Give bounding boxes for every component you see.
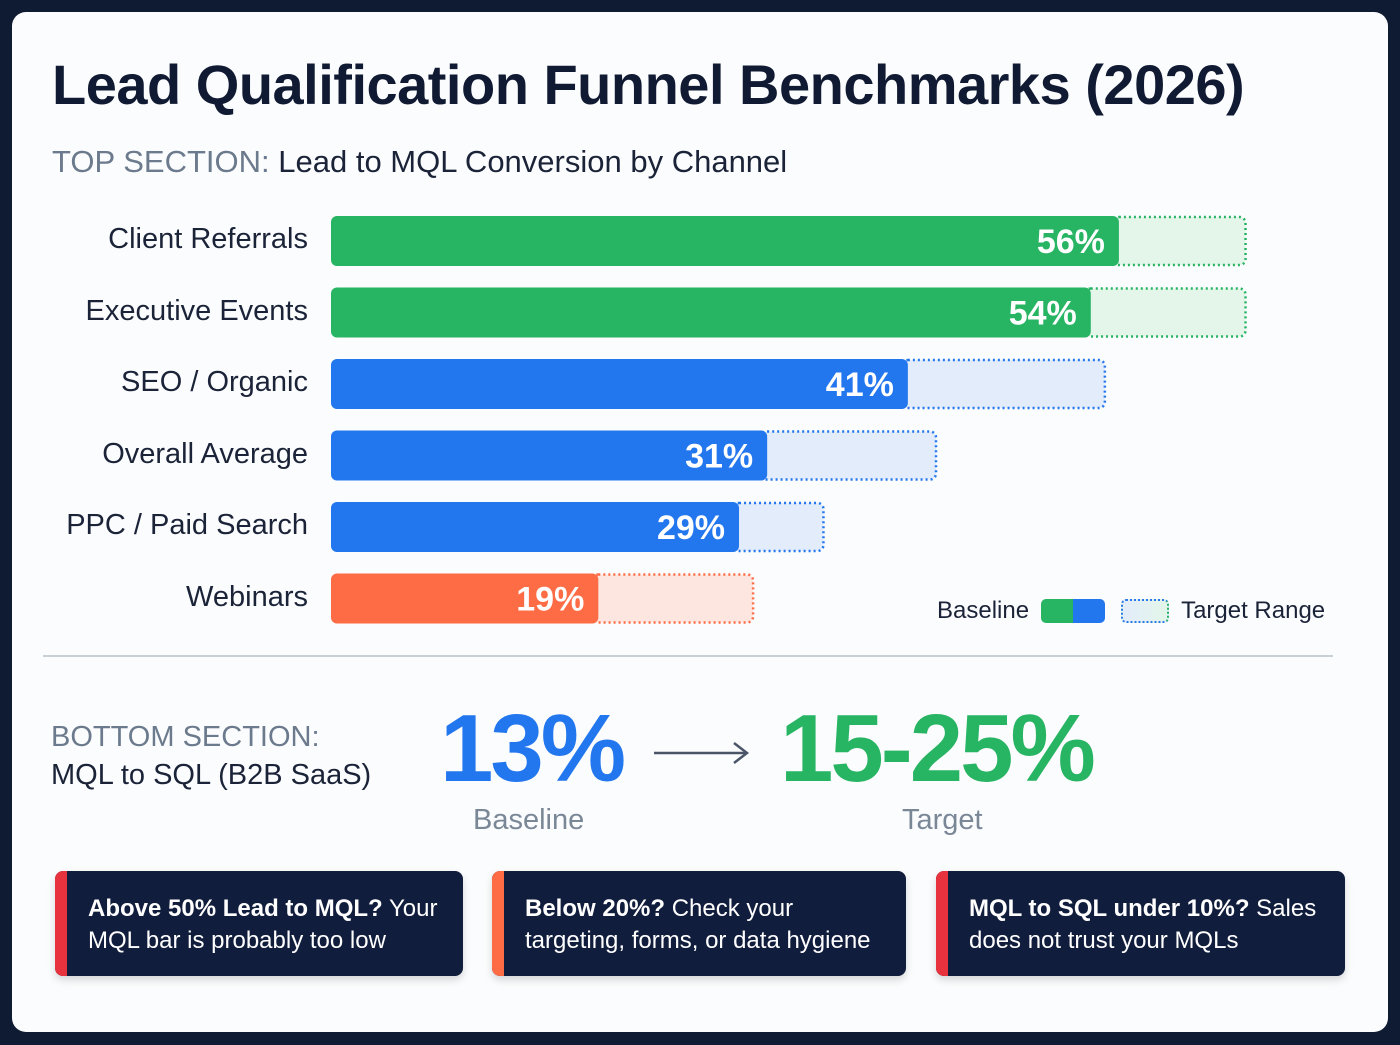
target-range-bar bbox=[1111, 215, 1247, 267]
section-prefix: BOTTOM SECTION: bbox=[51, 721, 320, 753]
tip-text: Sales does not trust your MQLs bbox=[969, 895, 1317, 954]
legend: Baseline Target Range bbox=[937, 597, 1325, 625]
section-divider bbox=[43, 655, 1333, 657]
tip-bold: Below 20%? bbox=[525, 895, 666, 922]
tip-bold: MQL to SQL under 10%? bbox=[969, 895, 1250, 922]
bar-value-label: 31% bbox=[685, 438, 753, 476]
target-caption: Target bbox=[902, 804, 983, 836]
category-label: Executive Events bbox=[85, 294, 308, 327]
section-title: Lead to MQL Conversion by Channel bbox=[278, 144, 788, 179]
tip-bold: Above 50% Lead to MQL? bbox=[88, 895, 383, 922]
target-range-bar bbox=[900, 358, 1107, 410]
category-label: Overall Average bbox=[102, 437, 308, 470]
baseline-bar bbox=[331, 287, 1091, 338]
tip-card-1: Above 50% Lead to MQL? Your MQL bar is p… bbox=[55, 871, 463, 976]
top-section-heading: TOP SECTION: Lead to MQL Conversion by C… bbox=[52, 144, 787, 180]
tip-text: Your MQL bar is probably too low bbox=[88, 895, 438, 954]
bar-value-label: 41% bbox=[826, 366, 894, 404]
legend-target-label: Target Range bbox=[1181, 597, 1326, 624]
baseline-caption: Baseline bbox=[473, 804, 585, 836]
bar-value-label: 56% bbox=[1037, 223, 1105, 261]
tip-accent bbox=[936, 871, 948, 976]
bar-value-label: 19% bbox=[516, 581, 584, 619]
category-label: SEO / Organic bbox=[121, 366, 308, 398]
tip-text: Check your targeting, forms, or data hyg… bbox=[525, 895, 871, 954]
tip-card-2: Below 20%? Check your targeting, forms, … bbox=[492, 871, 906, 976]
baseline-value: 13% bbox=[440, 695, 626, 802]
tip-accent bbox=[55, 871, 67, 976]
bar-value-label: 29% bbox=[657, 509, 725, 547]
category-label: PPC / Paid Search bbox=[66, 509, 308, 541]
target-range-bar bbox=[1083, 287, 1247, 338]
baseline-bar bbox=[331, 216, 1119, 266]
baseline-bar bbox=[331, 573, 599, 624]
page-title: Lead Qualification Funnel Benchmarks (20… bbox=[52, 53, 1245, 116]
section-prefix: TOP SECTION: bbox=[52, 144, 270, 179]
baseline-bar bbox=[331, 430, 768, 481]
tip-accent bbox=[492, 871, 504, 976]
target-range-bar bbox=[731, 501, 825, 553]
target-range-bar bbox=[759, 430, 938, 481]
category-label: Client Referrals bbox=[108, 223, 308, 255]
legend-baseline-label: Baseline bbox=[937, 597, 1030, 624]
target-range-bar bbox=[591, 573, 755, 624]
arrow-right-icon bbox=[654, 742, 750, 764]
legend-baseline-swatch bbox=[1041, 599, 1106, 623]
target-value: 15-25% bbox=[780, 695, 1096, 802]
bar-chart: 56% 54% 41% 31% 29% 19% bbox=[331, 215, 1247, 624]
section-title: MQL to SQL (B2B SaaS) bbox=[51, 759, 372, 791]
bar-value-label: 54% bbox=[1009, 295, 1077, 333]
tip-card-3: MQL to SQL under 10%? Sales does not tru… bbox=[936, 871, 1345, 976]
bottom-section-heading: BOTTOM SECTION: MQL to SQL (B2B SaaS) bbox=[51, 718, 371, 794]
baseline-bar bbox=[331, 502, 740, 552]
category-label: Webinars bbox=[186, 580, 308, 613]
legend-target-swatch bbox=[1121, 599, 1170, 623]
baseline-bar bbox=[331, 359, 908, 409]
